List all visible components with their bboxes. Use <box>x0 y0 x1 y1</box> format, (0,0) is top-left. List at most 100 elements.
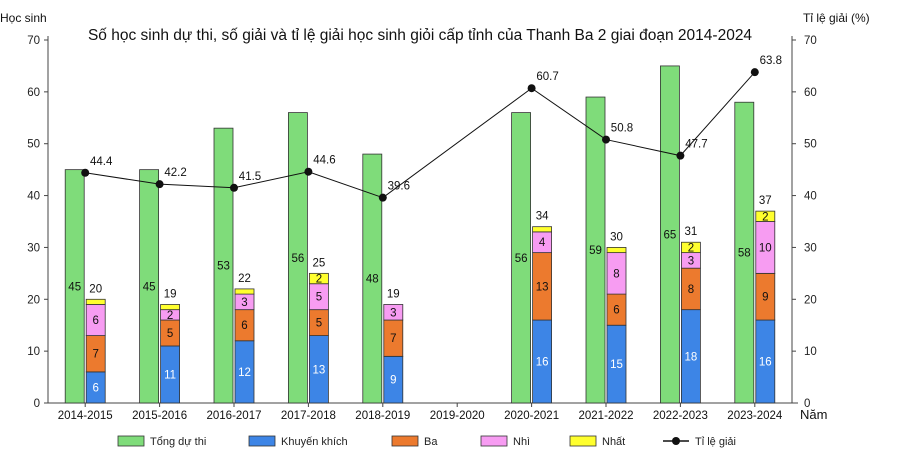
legend-label: Nhất <box>602 436 625 448</box>
participant-bar <box>585 96 606 404</box>
award-segment <box>755 210 776 222</box>
y2-tick-label: 30 <box>804 242 817 254</box>
award-segment-label: 6 <box>92 382 98 394</box>
rate-point <box>602 135 610 144</box>
award-segment-label: 9 <box>390 375 396 387</box>
legend-label: Khuyến khích <box>281 436 348 448</box>
award-segment-label: 2 <box>688 242 694 254</box>
x-tick-label: 2022-2023 <box>653 410 708 422</box>
y-axis-title: Học sinh <box>0 11 47 25</box>
rate-point <box>155 180 164 189</box>
award-segment-label: 2 <box>167 310 173 322</box>
x-tick-label: 2017-2018 <box>281 410 336 422</box>
legend-label: Ba <box>424 436 438 448</box>
x-tick-label: 2020-2021 <box>504 410 559 422</box>
legend-label: Tỉ lệ giải <box>695 436 736 448</box>
award-segment-label: 15 <box>610 359 623 371</box>
x-tick-label: 2023-2024 <box>727 410 783 422</box>
legend-swatch <box>569 435 597 447</box>
y2-tick-label: 50 <box>804 139 817 151</box>
award-segment <box>383 304 404 321</box>
participant-bar <box>287 112 308 404</box>
participant-bar <box>660 65 680 404</box>
award-segment-label: 4 <box>539 237 546 249</box>
award-total-label: 34 <box>536 211 549 223</box>
y2-tick-label: 70 <box>804 35 817 47</box>
rate-point <box>527 84 536 93</box>
award-segment-label: 11 <box>164 369 176 381</box>
award-segment-label: 7 <box>92 349 98 361</box>
y-tick-label: 70 <box>27 35 40 47</box>
award-segment-label: 18 <box>685 351 698 363</box>
award-segment-label: 13 <box>313 364 326 376</box>
x-axis-title: Năm <box>800 407 827 422</box>
award-segment-label: 16 <box>536 357 549 369</box>
rate-point <box>81 168 90 177</box>
award-segment-label: 6 <box>241 320 247 332</box>
x-tick-label: 2019-2020 <box>430 410 485 422</box>
award-segment <box>308 272 329 285</box>
award-segment <box>160 304 181 311</box>
award-segment-label: 13 <box>536 281 549 293</box>
participant-label: 59 <box>589 245 602 257</box>
award-segment-label: 6 <box>613 305 619 317</box>
participant-bar <box>511 112 532 404</box>
y2-tick-label: 60 <box>804 87 817 99</box>
award-total-label: 31 <box>685 226 698 238</box>
rate-point <box>750 68 759 77</box>
award-segment <box>606 247 627 254</box>
award-segment <box>532 226 552 233</box>
legend-swatch <box>480 435 508 447</box>
y2-tick-label: 10 <box>804 346 817 358</box>
award-total-label: 22 <box>238 273 251 285</box>
award-segment <box>681 241 701 254</box>
participant-label: 45 <box>68 281 81 293</box>
award-total-label: 25 <box>313 257 326 269</box>
award-total-label: 19 <box>387 288 400 300</box>
rate-point-label: 42.2 <box>164 167 186 179</box>
award-total-label: 37 <box>759 195 772 207</box>
award-total-label: 20 <box>89 283 102 295</box>
x-tick-label: 2021-2022 <box>579 410 634 422</box>
y2-tick-label: 40 <box>804 191 817 203</box>
award-total-label: 19 <box>164 288 177 300</box>
award-segment-label: 16 <box>759 357 772 369</box>
y2-tick-label: 20 <box>804 294 817 306</box>
rate-point <box>378 193 387 202</box>
award-segment-label: 2 <box>762 211 768 223</box>
rate-point <box>230 183 238 192</box>
participant-bar <box>64 169 85 404</box>
participant-label: 53 <box>217 261 230 273</box>
y-tick-label: 30 <box>27 242 40 254</box>
x-tick-label: 2015-2016 <box>132 410 187 422</box>
participant-label: 56 <box>292 253 305 265</box>
rate-point-label: 63.8 <box>760 55 782 67</box>
y2-tick-label: 0 <box>804 398 810 410</box>
award-segment-label: 5 <box>316 292 322 304</box>
legend: Tổng dự thi Khuyến khích Ba Nhì Nhất Tỉ lệ gi… <box>117 435 736 448</box>
award-total-label: 30 <box>610 231 623 243</box>
y2-axis-title: Tỉ lệ giải (%) <box>803 11 870 25</box>
y-tick-label: 0 <box>34 398 40 410</box>
participant-bar <box>139 169 160 404</box>
award-segment-label: 8 <box>688 284 694 296</box>
legend-swatch <box>248 435 276 447</box>
participant-label: 48 <box>366 274 379 286</box>
rate-point-label: 41.5 <box>239 171 261 183</box>
participant-label: 58 <box>738 248 751 260</box>
award-segment-label: 2 <box>316 274 322 286</box>
participant-label: 45 <box>143 281 156 293</box>
award-segment-label: 6 <box>92 315 98 327</box>
rate-point <box>676 151 685 160</box>
rate-point-label: 47.7 <box>685 139 707 151</box>
rate-point-label: 39.6 <box>388 181 410 193</box>
rate-line-layer: 44.4 42.2 41.5 44.6 39.6 60.7 50.8 47.7 63.8 <box>81 55 782 202</box>
award-segment-label: 9 <box>762 292 768 304</box>
rate-point-label: 60.7 <box>536 71 558 83</box>
legend-swatch <box>391 435 419 447</box>
y-tick-label: 20 <box>27 294 40 306</box>
rate-point-label: 44.6 <box>313 155 335 167</box>
